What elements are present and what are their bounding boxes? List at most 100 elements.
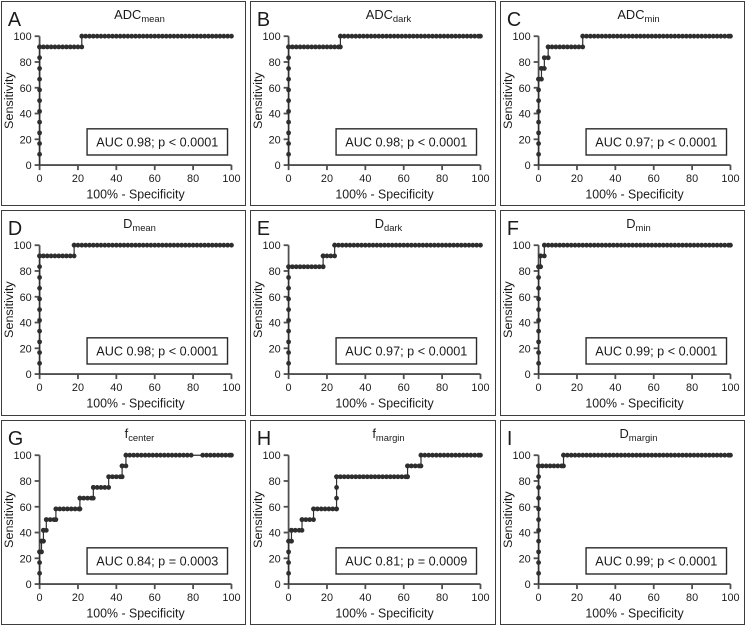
auc-annotation-text: AUC 0.84; p = 0.0003 bbox=[96, 553, 218, 568]
roc-marker bbox=[535, 538, 541, 544]
roc-marker bbox=[541, 55, 547, 61]
roc-marker bbox=[572, 243, 578, 248]
roc-marker bbox=[637, 33, 643, 39]
x-axis-label: 100% - Specificity bbox=[86, 397, 185, 411]
roc-marker bbox=[317, 44, 322, 50]
roc-marker bbox=[102, 484, 108, 490]
roc-marker bbox=[455, 243, 461, 248]
x-tick-label: 0 bbox=[286, 173, 292, 185]
roc-marker bbox=[136, 243, 142, 248]
x-tick-label: 40 bbox=[110, 173, 122, 185]
y-tick-label: 0 bbox=[524, 369, 530, 381]
roc-plot-I: I Dmargin 0 20 40 60 80 100 0 20 40 60 80 100 100% - S… bbox=[501, 426, 740, 620]
roc-marker bbox=[702, 243, 708, 248]
roc-marker bbox=[472, 33, 478, 39]
roc-marker bbox=[290, 44, 296, 50]
roc-marker bbox=[390, 243, 395, 248]
auc-annotation-box bbox=[585, 546, 727, 575]
y-tick-label: 100 bbox=[263, 240, 281, 252]
roc-marker bbox=[538, 76, 544, 82]
roc-marker bbox=[369, 33, 374, 39]
roc-marker bbox=[71, 44, 77, 50]
roc-marker bbox=[706, 33, 712, 39]
auc-annotation-box bbox=[86, 546, 229, 575]
roc-marker bbox=[110, 243, 115, 248]
x-tick-label: 60 bbox=[647, 592, 659, 604]
roc-marker bbox=[56, 253, 62, 259]
roc-marker bbox=[583, 452, 589, 458]
y-tick-label: 40 bbox=[269, 108, 281, 120]
roc-panel-E: E Ddark 0 20 40 60 80 100 0 20 40 60 80 100 100% - Spe… bbox=[250, 210, 496, 416]
roc-marker bbox=[702, 452, 708, 458]
roc-marker bbox=[535, 570, 541, 576]
y-tick-label: 60 bbox=[20, 292, 32, 304]
roc-marker bbox=[535, 339, 541, 345]
roc-marker bbox=[691, 452, 697, 458]
roc-marker bbox=[229, 452, 234, 458]
roc-marker bbox=[395, 473, 401, 479]
roc-marker bbox=[641, 33, 647, 39]
roc-marker bbox=[123, 463, 129, 468]
roc-marker bbox=[465, 452, 470, 458]
roc-marker bbox=[286, 275, 292, 281]
roc-marker bbox=[83, 243, 89, 248]
roc-marker bbox=[470, 243, 476, 248]
x-axis-label: 100% - Specificity bbox=[585, 187, 684, 201]
roc-marker bbox=[426, 452, 432, 458]
roc-plot-A: A ADCmean 0 20 40 60 80 100 0 20 40 60 80 100 100% - S… bbox=[2, 7, 241, 201]
roc-marker bbox=[37, 307, 42, 313]
roc-marker bbox=[355, 243, 361, 248]
roc-marker bbox=[595, 452, 601, 458]
y-tick-label: 0 bbox=[26, 160, 32, 172]
roc-marker bbox=[110, 33, 115, 39]
roc-marker bbox=[286, 318, 292, 324]
roc-marker bbox=[637, 452, 643, 458]
roc-marker bbox=[37, 253, 42, 259]
roc-marker bbox=[61, 506, 66, 512]
x-axis-label: 100% - Specificity bbox=[86, 606, 185, 620]
roc-marker bbox=[94, 243, 100, 248]
roc-marker bbox=[535, 141, 541, 147]
roc-marker bbox=[328, 44, 334, 50]
roc-marker bbox=[213, 33, 219, 39]
roc-marker bbox=[202, 33, 207, 39]
roc-marker bbox=[53, 516, 59, 522]
panel-letter: G bbox=[8, 428, 23, 450]
roc-marker bbox=[702, 33, 708, 39]
y-axis-label: Sensitivity bbox=[2, 281, 16, 338]
x-tick-label: 40 bbox=[360, 382, 372, 394]
roc-marker bbox=[649, 243, 654, 248]
y-axis-label: Sensitivity bbox=[251, 490, 265, 547]
roc-marker bbox=[656, 33, 662, 39]
roc-marker bbox=[718, 33, 723, 39]
roc-marker bbox=[405, 243, 411, 248]
roc-marker bbox=[361, 33, 367, 39]
roc-marker bbox=[77, 506, 83, 511]
x-tick-label: 20 bbox=[321, 592, 333, 604]
x-axis-label: 100% - Specificity bbox=[585, 397, 684, 411]
roc-marker bbox=[311, 506, 317, 512]
roc-marker bbox=[556, 243, 562, 248]
roc-marker bbox=[144, 243, 150, 248]
y-tick-label: 100 bbox=[512, 450, 530, 462]
roc-marker bbox=[173, 452, 179, 458]
roc-marker bbox=[618, 33, 624, 39]
y-tick-label: 100 bbox=[512, 31, 530, 43]
roc-marker bbox=[380, 473, 386, 479]
y-axis-label: Sensitivity bbox=[501, 72, 515, 129]
x-tick-label: 80 bbox=[436, 592, 448, 604]
roc-marker bbox=[301, 44, 307, 50]
roc-marker bbox=[687, 452, 693, 458]
roc-marker bbox=[443, 243, 449, 248]
roc-marker bbox=[629, 243, 635, 248]
roc-marker bbox=[535, 98, 541, 104]
panel-title: ADCdark bbox=[366, 7, 412, 25]
roc-curve-markers bbox=[535, 452, 733, 576]
roc-marker bbox=[606, 452, 612, 458]
roc-marker bbox=[727, 33, 733, 39]
roc-marker bbox=[714, 243, 720, 248]
roc-marker bbox=[127, 452, 133, 458]
roc-plot-F: F Dmin 0 20 40 60 80 100 0 20 40 60 80 100 100% - Spec… bbox=[501, 216, 740, 411]
roc-marker bbox=[664, 33, 670, 39]
roc-marker bbox=[323, 506, 328, 512]
